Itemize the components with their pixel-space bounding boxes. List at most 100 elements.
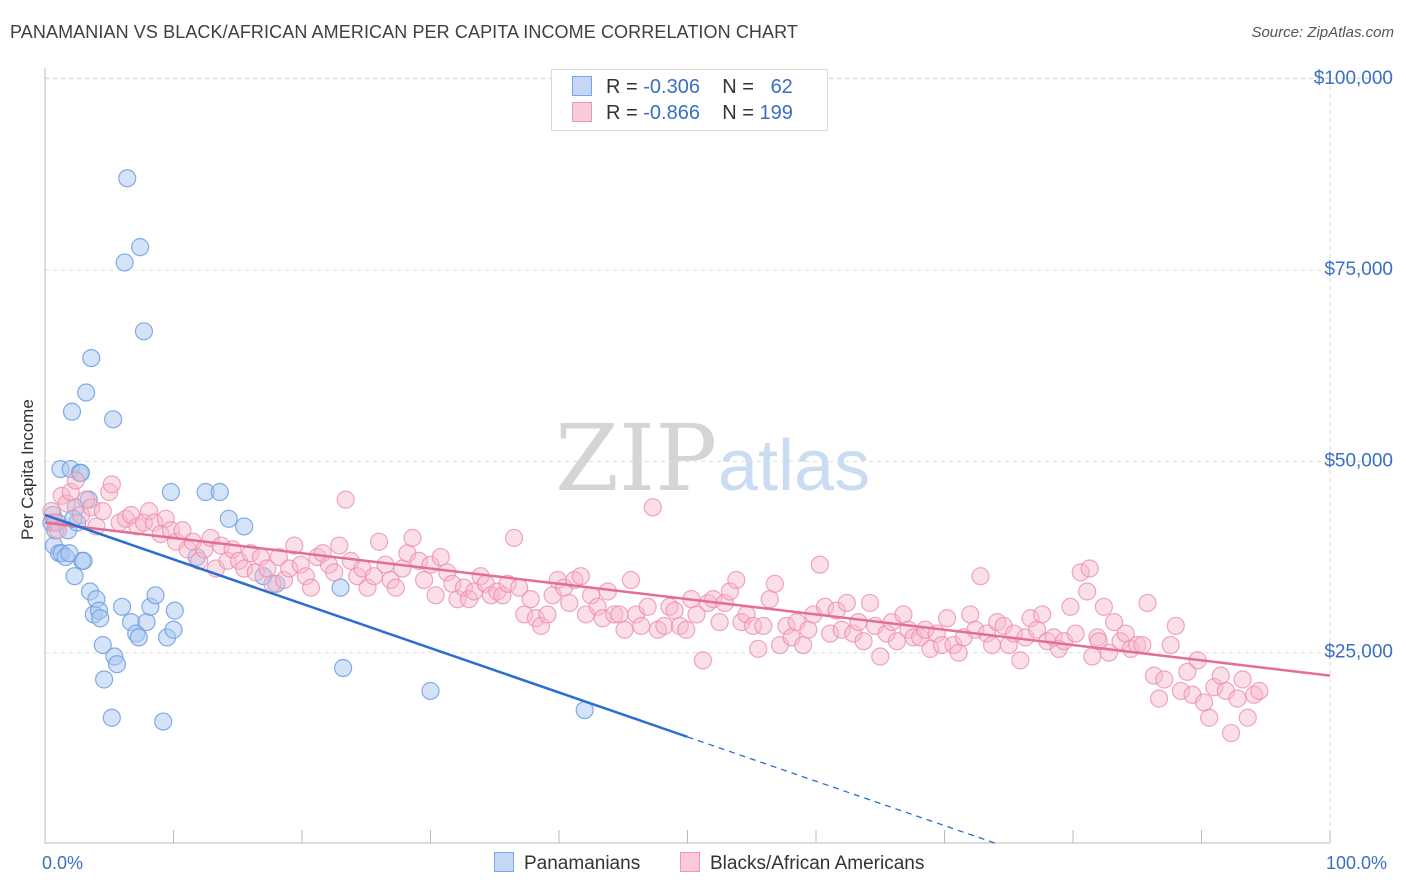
point-black-african-american (1205, 678, 1224, 697)
point-black-african-american (832, 620, 851, 639)
y-tick-label: $25,000 (1324, 642, 1393, 663)
point-black-african-american (1178, 662, 1197, 681)
point-black-african-american (588, 597, 607, 616)
point-black-african-american (632, 616, 651, 636)
point-black-african-american (1233, 670, 1252, 689)
point-black-african-american (937, 609, 957, 628)
point-black-african-american (426, 586, 445, 605)
point-black-african-american (777, 616, 796, 636)
point-black-african-american (1089, 632, 1108, 651)
point-panamanian (146, 586, 165, 605)
point-black-african-american (531, 616, 551, 636)
source-label: Source: ZipAtlas.com (1251, 24, 1394, 41)
point-black-african-american (1194, 693, 1214, 712)
bottom-legend-panamanians: Panamanians (494, 852, 640, 875)
point-black-african-american (560, 593, 579, 613)
trend-line-panamanians (44, 513, 688, 739)
point-black-african-american (1238, 708, 1257, 727)
point-black-african-american (301, 578, 321, 597)
point-panamanian (161, 482, 181, 502)
point-black-african-american (994, 616, 1013, 636)
point-black-african-american (1066, 624, 1085, 643)
point-black-african-american (498, 574, 517, 593)
point-black-african-american (538, 605, 557, 624)
point-panamanian (107, 655, 127, 674)
point-black-african-american (1094, 597, 1113, 616)
point-black-african-american (1211, 666, 1230, 685)
point-black-african-american (134, 513, 154, 532)
point-black-african-american (1138, 593, 1157, 613)
point-black-african-american (743, 616, 763, 636)
point-black-african-american (1105, 612, 1124, 632)
point-black-african-american (145, 513, 164, 532)
point-black-african-american (827, 601, 846, 620)
point-black-african-american (102, 475, 121, 494)
point-black-african-american (727, 570, 746, 590)
legend-n-label: N = (722, 76, 754, 98)
point-panamanian (91, 609, 110, 628)
point-black-african-american (515, 605, 534, 624)
point-black-african-american (794, 635, 813, 655)
series-panamanians (42, 169, 594, 731)
point-black-african-american (139, 502, 159, 521)
point-panamanian (102, 708, 121, 727)
point-black-african-american (1083, 647, 1102, 666)
point-panamanian (164, 620, 183, 639)
watermark-atlas: atlas (718, 426, 870, 506)
point-panamanian (60, 544, 79, 563)
legend-r-value: -0.866 (643, 102, 700, 124)
point-black-african-american (66, 471, 85, 490)
legend-row-black-african-americans: R = -0.866 N = 199 (572, 102, 793, 126)
point-panamanian (137, 612, 156, 632)
point-panamanian (210, 482, 229, 502)
bottom-legend-label: Panamanians (524, 853, 641, 874)
point-black-african-american (431, 547, 450, 567)
point-black-african-american (330, 536, 349, 555)
point-black-african-american (291, 555, 310, 574)
point-black-african-american (961, 605, 980, 624)
point-black-african-american (393, 559, 412, 578)
point-black-african-american (1021, 609, 1040, 628)
point-black-african-american (1133, 635, 1152, 655)
point-panamanian (62, 402, 82, 421)
point-black-african-american (921, 639, 940, 658)
point-black-african-american (710, 612, 729, 632)
point-panamanian (334, 658, 353, 678)
trend-lines (44, 513, 1331, 845)
point-black-african-american (894, 605, 913, 624)
series-black-african-americans (42, 471, 1269, 743)
point-black-african-american (454, 578, 474, 597)
point-black-african-american (336, 490, 355, 509)
legend-r-label: R = (606, 102, 638, 124)
point-black-african-american (605, 605, 624, 624)
y-tick-label: $100,000 (1314, 68, 1393, 89)
point-black-african-american (849, 612, 868, 632)
point-black-african-american (61, 482, 80, 502)
point-black-african-american (799, 620, 818, 639)
point-panamanian (165, 601, 184, 620)
point-black-african-american (403, 528, 422, 548)
point-panamanian (421, 681, 440, 701)
point-black-african-american (971, 567, 990, 586)
point-panamanian (134, 322, 154, 341)
point-black-african-american (754, 616, 773, 636)
point-black-african-american (765, 574, 784, 593)
watermark-zip: ZIP (555, 405, 717, 512)
point-black-african-american (665, 601, 684, 620)
point-black-african-american (414, 570, 434, 590)
point-black-african-american (235, 559, 254, 578)
point-panamanian (104, 410, 123, 429)
watermark: ZIP atlas (555, 405, 870, 512)
point-black-african-american (48, 521, 67, 540)
point-black-african-american (916, 620, 935, 639)
point-black-african-american (358, 578, 377, 597)
legend-swatch-pink (572, 102, 592, 122)
point-black-african-american (949, 643, 968, 662)
legend-r-label: R = (606, 76, 638, 98)
point-black-african-american (982, 635, 1002, 655)
point-black-african-american (280, 559, 299, 578)
point-black-african-american (1080, 559, 1099, 578)
point-panamanian (129, 628, 148, 647)
point-panamanian (219, 509, 238, 528)
point-panamanian (331, 578, 350, 597)
